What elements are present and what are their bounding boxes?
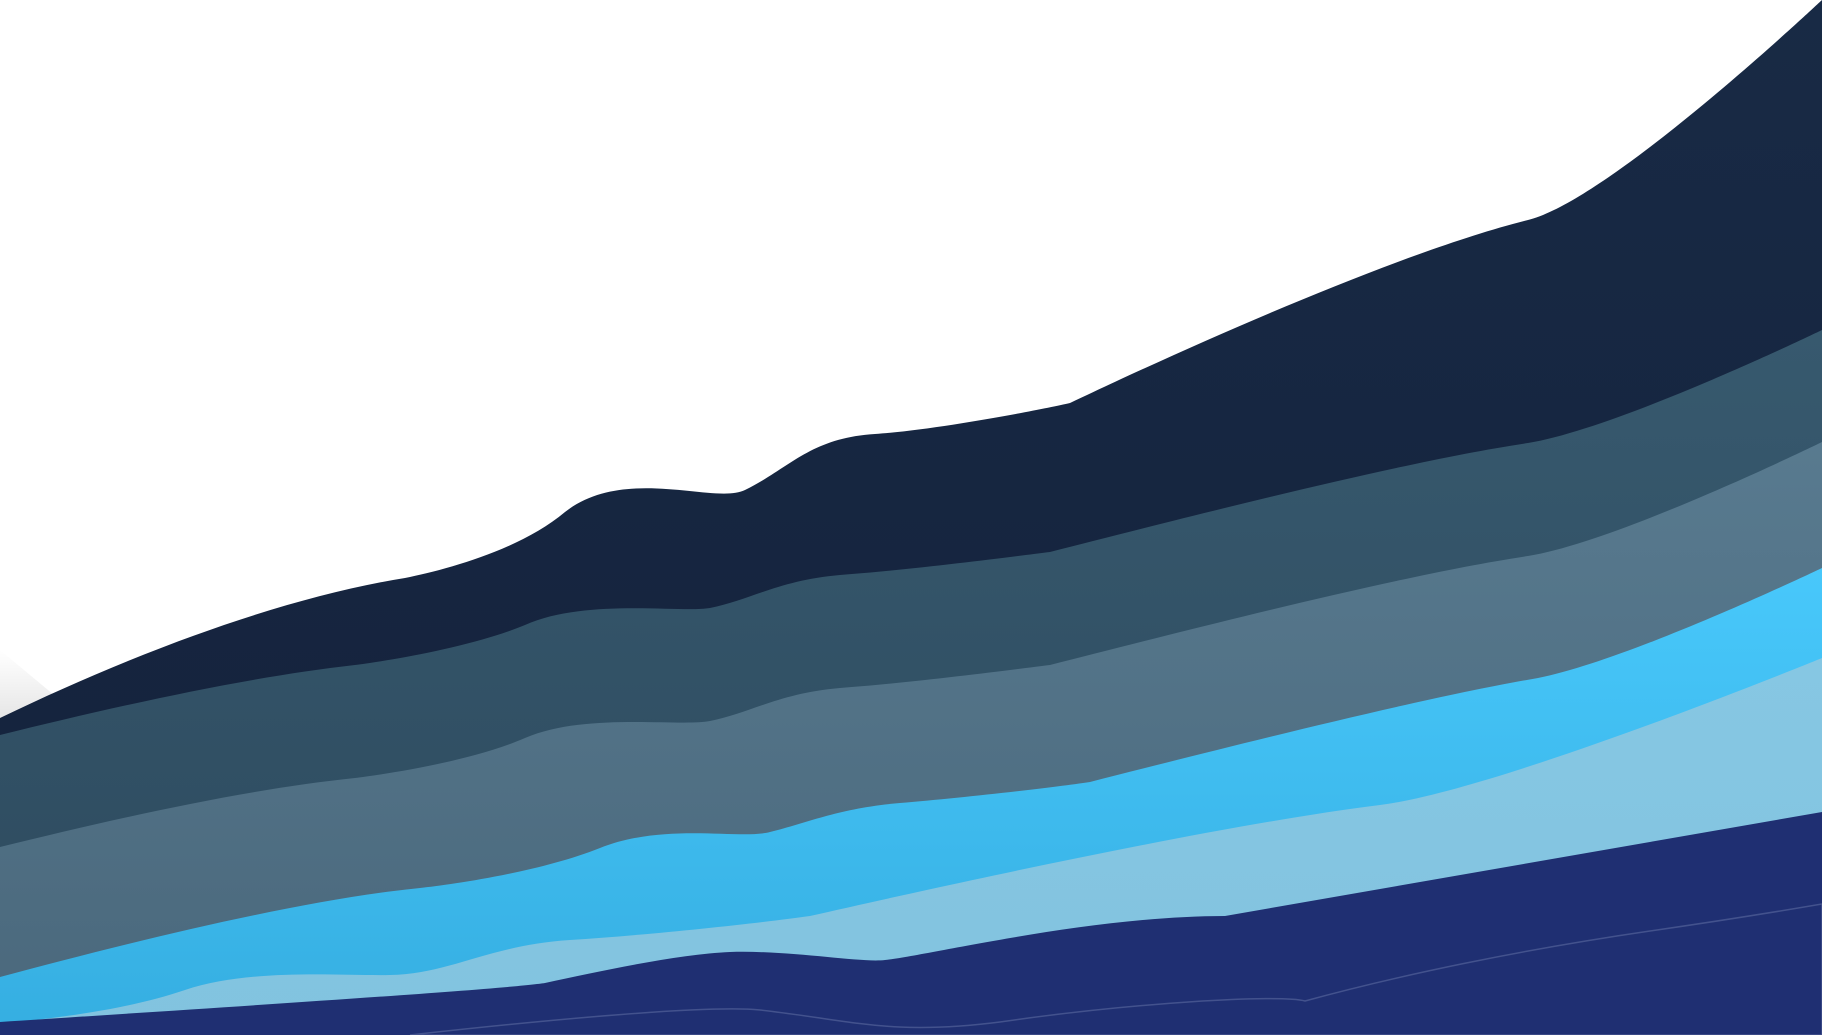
indigo-lower-ridge bbox=[409, 903, 1822, 1035]
deep-indigo-wave bbox=[0, 812, 1822, 1035]
